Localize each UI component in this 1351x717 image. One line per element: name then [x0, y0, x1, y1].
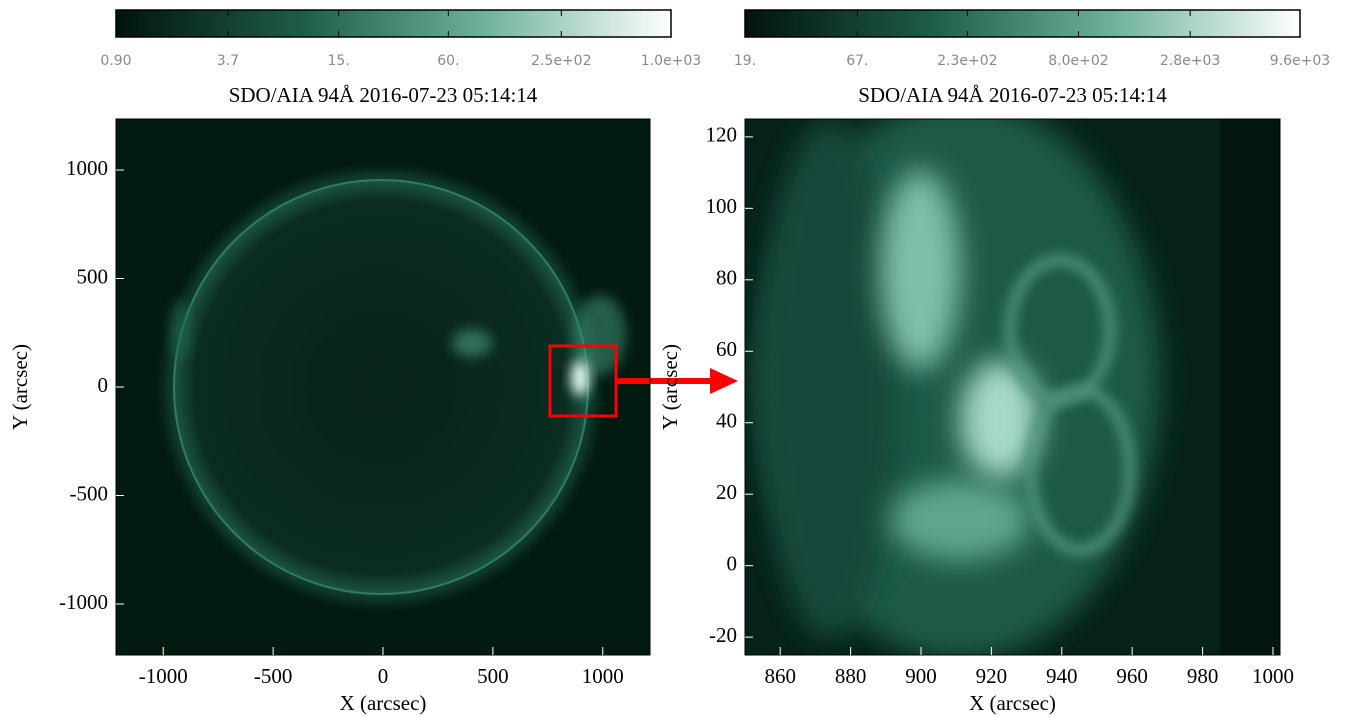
chart-title: SDO/AIA 94Å 2016-07-23 05:14:14 [858, 83, 1167, 107]
x-tick-label: 500 [477, 664, 509, 688]
colorbar-tick-label: 19. [734, 53, 756, 69]
colorbar-tick-label: 8.0e+02 [1048, 53, 1108, 69]
x-tick-label: 920 [976, 664, 1008, 688]
figure: SDO/AIA 94Å 2016-07-23 05:14:14 X (arcsec… [0, 0, 1351, 717]
x-tick-label: 940 [1046, 664, 1078, 688]
y-tick-label: 20 [716, 480, 737, 504]
colorbar-tick-label: 3.7 [217, 53, 239, 69]
x-tick-label: -1000 [139, 664, 188, 688]
colorbar-tick-label: 2.5e+02 [531, 53, 591, 69]
x-tick-label: 900 [905, 664, 937, 688]
x-tick-label: 980 [1187, 664, 1219, 688]
colorbar-tick-label: 9.6e+03 [1270, 53, 1330, 69]
x-tick-label: 860 [764, 664, 796, 688]
colorbar [745, 10, 1300, 37]
y-tick-label: 40 [716, 409, 737, 433]
x-tick-label: 1000 [1252, 664, 1294, 688]
x-tick-label: 0 [378, 664, 389, 688]
colorbar-tick-label: 60. [437, 53, 459, 69]
y-axis-label: Y (arcsec) [8, 344, 32, 430]
page: {"chart_data": [ {"type": "image", "titl… [0, 0, 1351, 717]
x-tick-label: 880 [835, 664, 867, 688]
y-tick-label: 0 [727, 551, 738, 575]
x-tick-label: -500 [254, 664, 293, 688]
colorbar [116, 10, 671, 37]
colorbar-tick-label: 15. [328, 53, 350, 69]
y-tick-label: -20 [709, 623, 737, 647]
colorbar-tick-label: 2.8e+03 [1160, 53, 1220, 69]
x-tick-label: 1000 [582, 664, 624, 688]
chart-title: SDO/AIA 94Å 2016-07-23 05:14:14 [229, 83, 538, 107]
solar-image [116, 119, 650, 655]
colorbar-tick-label: 2.3e+02 [937, 53, 997, 69]
y-tick-label: 500 [77, 264, 109, 288]
colorbar-tick-label: 67. [846, 53, 868, 69]
colorbar-tick-label: 0.90 [100, 53, 131, 69]
y-tick-label: -500 [70, 481, 109, 505]
y-axis-label: Y (arcsec) [658, 344, 682, 430]
x-axis-label: X (arcsec) [340, 691, 427, 715]
y-tick-label: 0 [98, 373, 109, 397]
x-tick-label: 960 [1116, 664, 1148, 688]
y-tick-label: 1000 [66, 156, 108, 180]
colorbar-tick-label: 1.0e+03 [641, 53, 701, 69]
zoom-arrow-head [710, 368, 738, 394]
x-axis-label: X (arcsec) [969, 691, 1056, 715]
zoom-image [745, 100, 1280, 660]
y-tick-label: -1000 [59, 590, 108, 614]
y-tick-label: 100 [706, 194, 738, 218]
y-tick-label: 60 [716, 337, 737, 361]
y-tick-label: 80 [716, 266, 737, 290]
y-tick-label: 120 [706, 123, 738, 147]
